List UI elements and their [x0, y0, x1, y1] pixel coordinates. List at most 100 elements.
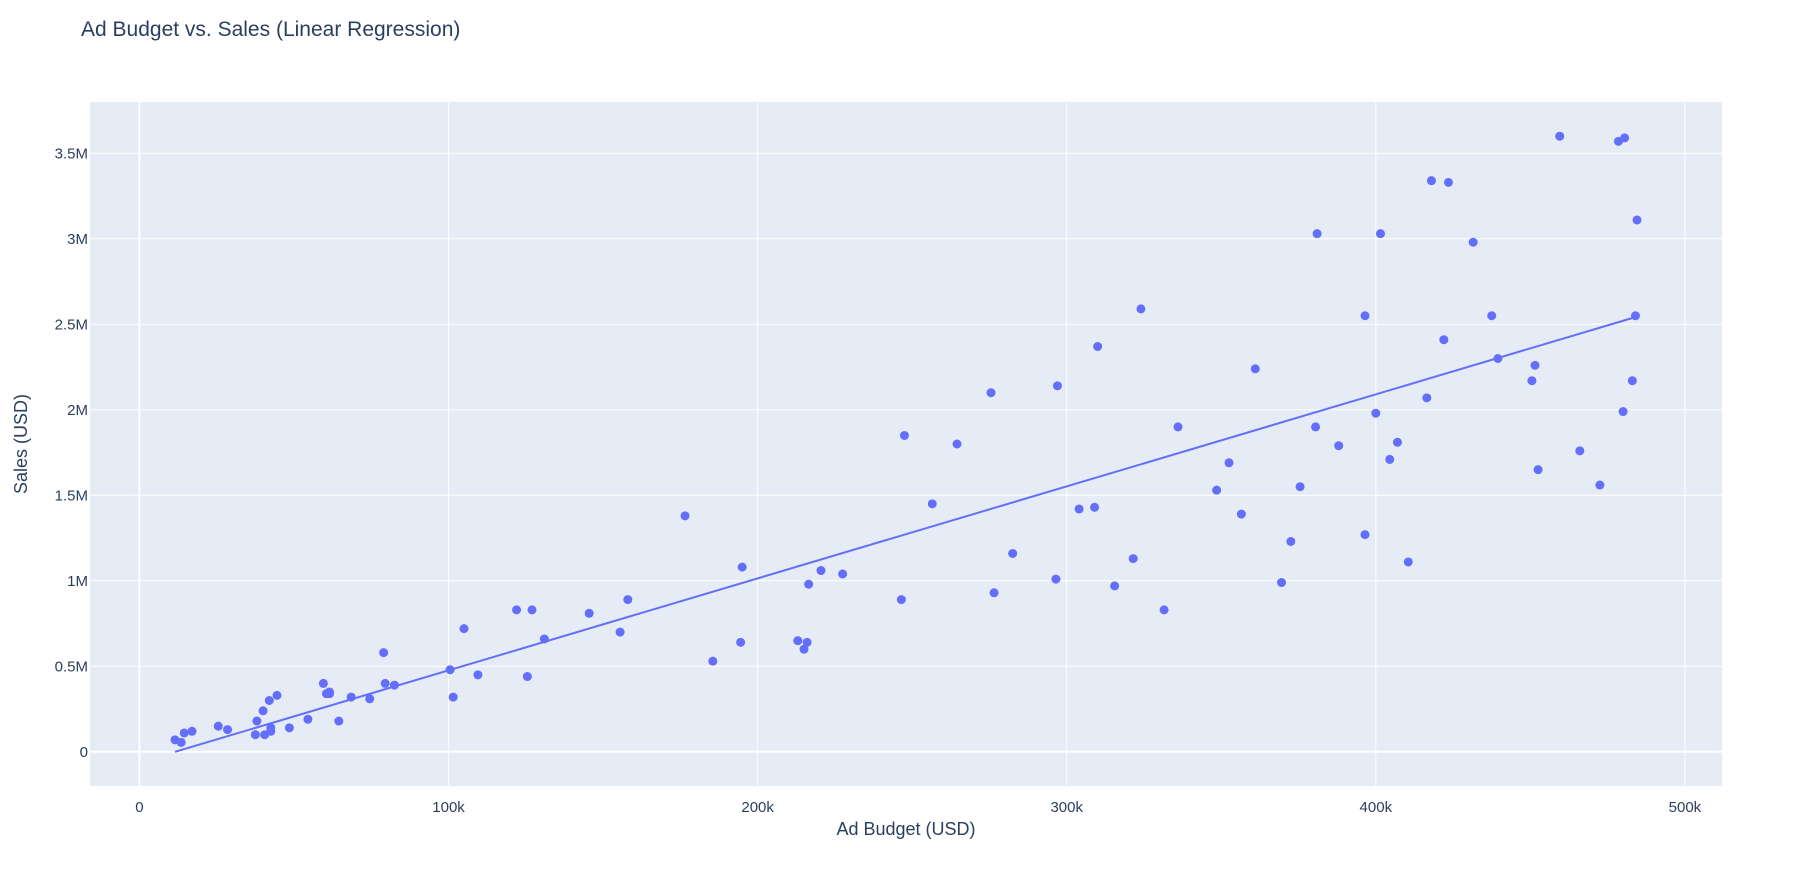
- data-point: [737, 562, 747, 572]
- data-point: [680, 511, 690, 521]
- data-point: [1360, 311, 1370, 321]
- data-point: [179, 728, 189, 738]
- data-point: [838, 569, 848, 579]
- data-point: [896, 595, 906, 605]
- data-point: [802, 637, 812, 647]
- y-tick-label: 3.5M: [55, 145, 88, 162]
- data-point: [1136, 304, 1146, 314]
- x-tick-label: 100k: [432, 799, 465, 816]
- data-point: [1426, 176, 1436, 186]
- data-point: [389, 680, 399, 690]
- data-point: [1236, 509, 1246, 519]
- axis-ticks: 0 100k 200k 300k 400k 500k 0 0.5M 1M 1.5M 2M 2.5M 3M…: [55, 145, 1702, 816]
- data-point: [1250, 364, 1260, 374]
- data-point: [1375, 229, 1385, 239]
- y-tick-label: 1M: [67, 573, 88, 590]
- data-point: [1334, 441, 1344, 451]
- data-point: [1360, 530, 1370, 540]
- data-point: [899, 430, 909, 440]
- x-tick-label: 0: [135, 799, 143, 816]
- data-point: [303, 714, 313, 724]
- data-points: [170, 131, 1642, 747]
- data-point: [1110, 581, 1120, 591]
- data-point: [1311, 422, 1321, 432]
- data-point: [223, 725, 233, 735]
- data-point: [1555, 131, 1565, 141]
- y-tick-label: 3M: [67, 231, 88, 248]
- data-point: [264, 696, 274, 705]
- data-point: [1093, 342, 1103, 352]
- data-point: [252, 716, 262, 726]
- plot-area[interactable]: [90, 102, 1722, 786]
- data-point: [793, 636, 803, 646]
- data-point: [258, 706, 268, 716]
- data-point: [1443, 177, 1453, 187]
- data-point: [1051, 574, 1061, 584]
- y-tick-label: 0: [80, 744, 88, 761]
- data-point: [176, 737, 186, 747]
- data-point: [266, 726, 276, 736]
- regression-line: [174, 315, 1638, 753]
- data-point: [1385, 454, 1395, 464]
- data-point: [1392, 437, 1402, 447]
- data-point: [448, 692, 458, 702]
- data-point: [539, 634, 549, 644]
- data-point: [213, 721, 223, 731]
- y-tick-label: 1.5M: [55, 487, 88, 504]
- data-point: [927, 499, 937, 509]
- data-point: [799, 644, 809, 654]
- data-point: [284, 723, 294, 733]
- data-point: [325, 689, 335, 699]
- grid-lines: [90, 102, 1722, 786]
- data-point: [512, 605, 522, 615]
- data-point: [1468, 237, 1478, 247]
- y-tick-label: 2.5M: [55, 316, 88, 333]
- data-point: [1212, 485, 1222, 495]
- data-point: [346, 692, 356, 702]
- data-point: [1493, 354, 1503, 363]
- data-point: [1074, 504, 1084, 514]
- data-point: [318, 678, 328, 688]
- data-point: [816, 566, 826, 576]
- x-axis-title: Ad Budget (USD): [836, 819, 975, 839]
- data-point: [1632, 215, 1642, 225]
- data-point: [1277, 578, 1287, 588]
- data-point: [1595, 480, 1605, 490]
- data-point: [272, 690, 282, 700]
- y-tick-label: 2M: [67, 402, 88, 419]
- data-point: [522, 672, 532, 682]
- data-point: [334, 716, 344, 726]
- x-tick-label: 300k: [1050, 799, 1083, 816]
- data-point: [187, 726, 197, 736]
- chart-title: Ad Budget vs. Sales (Linear Regression): [81, 18, 461, 41]
- data-point: [379, 648, 389, 658]
- data-point: [804, 579, 814, 589]
- x-tick-label: 200k: [741, 799, 774, 816]
- data-point: [708, 656, 718, 666]
- data-point: [250, 730, 260, 740]
- data-point: [584, 608, 594, 618]
- data-point: [615, 627, 625, 637]
- data-point: [1618, 407, 1628, 417]
- data-point: [1439, 335, 1449, 345]
- data-point: [1371, 408, 1381, 418]
- data-point: [1527, 376, 1537, 386]
- data-point: [459, 624, 469, 634]
- y-tick-label: 0.5M: [55, 658, 88, 675]
- data-point: [365, 694, 375, 704]
- data-point: [952, 439, 962, 449]
- data-point: [1312, 229, 1322, 239]
- data-point: [1128, 554, 1138, 564]
- x-tick-label: 500k: [1669, 799, 1702, 816]
- data-point: [473, 670, 483, 680]
- data-point: [380, 678, 390, 688]
- data-point: [1487, 311, 1497, 321]
- data-point: [1575, 446, 1585, 456]
- data-point: [1627, 376, 1637, 386]
- data-point: [1173, 422, 1183, 432]
- data-point: [527, 605, 537, 615]
- data-point: [1008, 548, 1018, 558]
- regression-line-layer: [174, 315, 1638, 753]
- data-point: [1403, 557, 1413, 567]
